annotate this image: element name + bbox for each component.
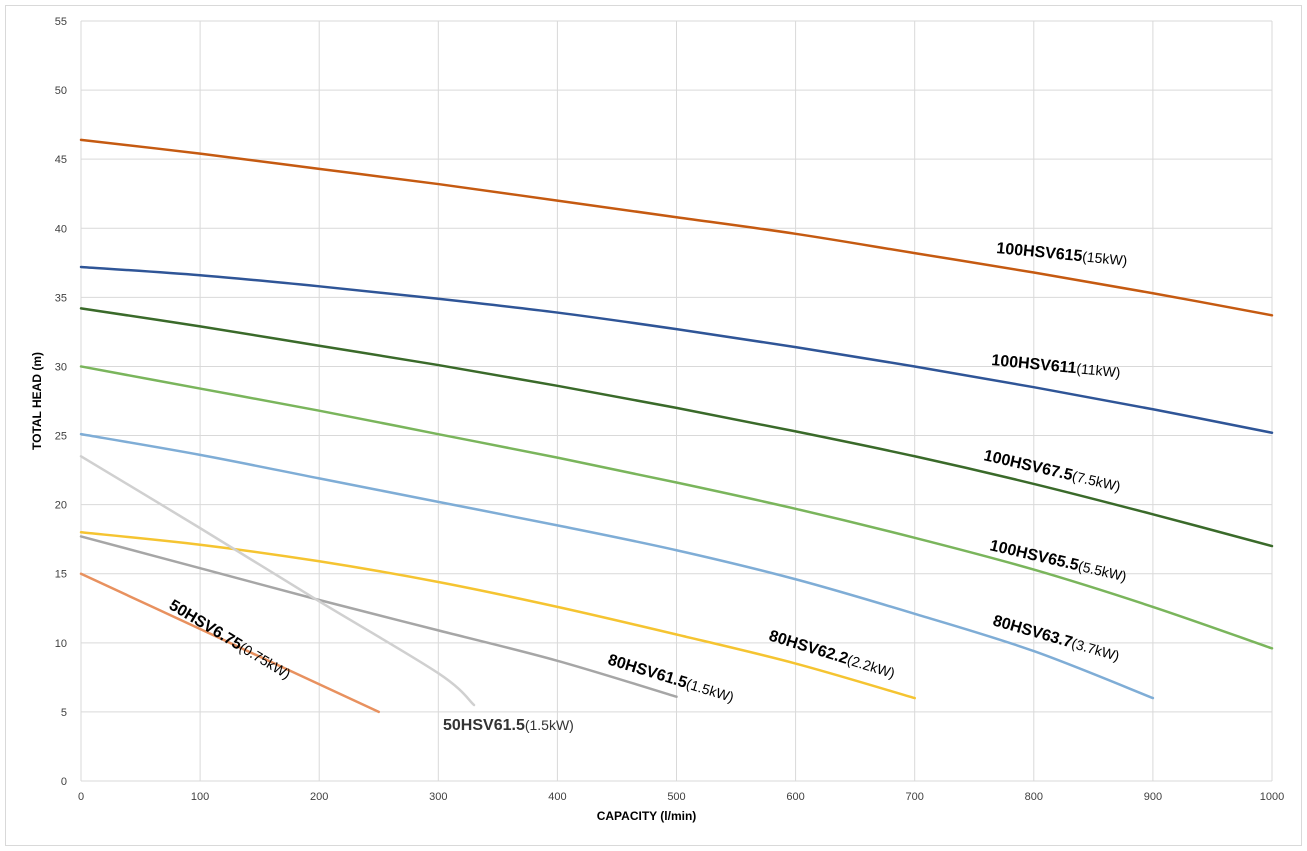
y-tick-label: 25 bbox=[55, 431, 67, 443]
curve-80hsv62-2 bbox=[79, 531, 916, 700]
curve-labels: 100HSV615(15kW) 100HSV611(11kW) 100HSV67.5… bbox=[166, 240, 1128, 734]
curve-label-model: 50HSV61.5 bbox=[443, 717, 525, 734]
performance-curves bbox=[79, 138, 1274, 714]
x-tick-label: 300 bbox=[429, 791, 447, 803]
curve-label: 50HSV6.75(0.75kW) bbox=[166, 597, 294, 683]
y-tick-label: 50 bbox=[55, 85, 67, 97]
curve-label: 50HSV61.5(1.5kW) bbox=[443, 717, 574, 734]
y-tick-label: 45 bbox=[55, 154, 67, 166]
curve-label: 100HSV615(15kW) bbox=[996, 240, 1128, 270]
y-axis-title: TOTAL HEAD (m) bbox=[30, 352, 44, 450]
y-tick-label: 15 bbox=[55, 569, 67, 581]
curve-label-model: 80HSV62.2 bbox=[767, 628, 850, 668]
x-tick-label: 200 bbox=[310, 791, 328, 803]
curve-label-model: 100HSV615 bbox=[996, 240, 1084, 265]
x-tick-label: 100 bbox=[191, 791, 209, 803]
curve-label-power: (11kW) bbox=[1076, 360, 1121, 380]
x-tick-labels: 0 100 200 300 400 500 600 700 800 900 1000 bbox=[78, 791, 1284, 803]
curve-label-power: (3.7kW) bbox=[1070, 635, 1122, 664]
curve-label-power: (2.2kW) bbox=[845, 651, 897, 681]
x-tick-label: 900 bbox=[1144, 791, 1162, 803]
x-tick-label: 0 bbox=[78, 791, 84, 803]
curve-label-model: 50HSV6.75 bbox=[166, 597, 245, 654]
curve-label-power: (1.5kW) bbox=[525, 717, 574, 733]
x-tick-label: 600 bbox=[786, 791, 804, 803]
curve-label: 100HSV611(11kW) bbox=[991, 352, 1122, 381]
curve-label-model: 80HSV63.7 bbox=[991, 613, 1074, 652]
curve-80hsv61-5 bbox=[79, 535, 678, 698]
curve-100hsv611 bbox=[79, 265, 1274, 435]
y-tick-label: 10 bbox=[55, 638, 67, 650]
curve-label-power: (7.5kW) bbox=[1071, 468, 1122, 495]
chart-frame bbox=[5, 5, 1302, 846]
curve-label-power: (1.5kW) bbox=[684, 675, 736, 705]
y-tick-labels: 0 5 10 15 20 25 30 35 40 45 50 55 bbox=[55, 16, 67, 788]
curve-50hsv61-5 bbox=[79, 455, 476, 707]
x-tick-label: 1000 bbox=[1260, 791, 1284, 803]
curve-100hsv615 bbox=[79, 138, 1274, 317]
curve-label: 80HSV61.5(1.5kW) bbox=[606, 652, 736, 707]
curve-80hsv63-7 bbox=[79, 432, 1155, 700]
grid-lines bbox=[80, 20, 1273, 782]
x-tick-label: 700 bbox=[906, 791, 924, 803]
y-tick-label: 20 bbox=[55, 500, 67, 512]
y-tick-label: 5 bbox=[61, 707, 67, 719]
curve-100hsv67-5 bbox=[79, 307, 1274, 548]
y-tick-label: 55 bbox=[55, 16, 67, 28]
curve-label-power: (5.5kW) bbox=[1077, 558, 1128, 585]
y-tick-label: 35 bbox=[55, 292, 67, 304]
y-tick-label: 30 bbox=[55, 361, 67, 373]
x-tick-label: 400 bbox=[548, 791, 566, 803]
curve-50hsv6-75 bbox=[79, 572, 380, 714]
curve-label-power: (15kW) bbox=[1082, 248, 1128, 268]
x-axis-title: CAPACITY (l/min) bbox=[597, 809, 697, 823]
curve-label: 80HSV63.7(3.7kW) bbox=[991, 613, 1121, 665]
y-tick-label: 40 bbox=[55, 223, 67, 235]
curve-100hsv65-5 bbox=[79, 365, 1274, 650]
curve-label-model: 100HSV67.5 bbox=[982, 447, 1074, 484]
y-tick-label: 0 bbox=[61, 776, 67, 788]
x-tick-label: 800 bbox=[1025, 791, 1043, 803]
x-tick-label: 500 bbox=[667, 791, 685, 803]
curve-label-power: (0.75kW) bbox=[237, 639, 294, 682]
